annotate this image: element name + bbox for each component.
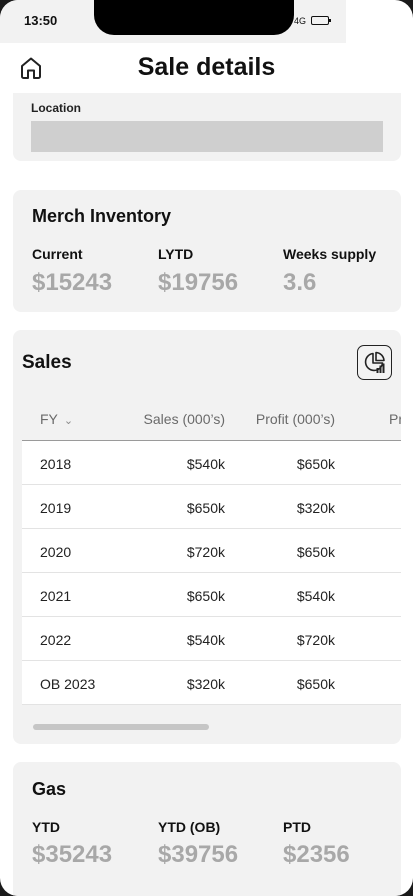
profit-cell: $540k (296, 588, 335, 604)
sales-cell: $540k (186, 632, 225, 648)
home-icon[interactable] (18, 55, 44, 81)
table-row: 2019 $650k $320k (22, 485, 401, 529)
page-title: Sale details (137, 53, 276, 81)
fy-cell: 2020 (40, 544, 72, 560)
weeks-supply-value: 3.6 (283, 269, 317, 296)
sales-column-header[interactable]: Sales (000’s) (143, 411, 225, 427)
sales-cell: $320k (186, 676, 225, 692)
sales-cell: $650k (186, 588, 225, 604)
chart-view-button[interactable] (357, 345, 392, 380)
lytd-label: LYTD (158, 246, 194, 262)
ytd-ob-label: YTD (OB) (158, 819, 221, 835)
profit-column-header[interactable]: Profit (000’s) (255, 411, 335, 427)
fy-cell: 2021 (40, 588, 72, 604)
sales-title: Sales (22, 352, 72, 373)
pie-chart-icon (364, 351, 385, 373)
truncated-column-header[interactable]: Pr (389, 411, 401, 427)
ytd-value: $35243 (32, 841, 113, 868)
current-value: $15243 (32, 269, 113, 296)
chevron-down-icon: ⌄ (63, 415, 74, 427)
fy-cell: 2022 (40, 632, 72, 648)
location-label: Location (31, 101, 81, 115)
device-notch (94, 0, 294, 35)
fy-cell: OB 2023 (40, 676, 96, 692)
gas-title: Gas (32, 779, 67, 799)
table-header: FY ⌄ Sales (000’s) Profit (000’s) Pr (22, 397, 401, 441)
profit-cell: $650k (296, 456, 335, 472)
status-time: 13:50 (24, 13, 58, 28)
lytd-value: $19756 (158, 269, 239, 296)
network-indicator: 4G (294, 16, 307, 26)
ytd-ob-value: $39756 (158, 841, 239, 868)
table-row: 2020 $720k $650k (22, 529, 401, 573)
fy-cell: 2019 (40, 500, 72, 516)
table-row: 2018 $540k $650k (22, 441, 401, 485)
sales-cell: $650k (186, 500, 225, 516)
profit-cell: $650k (296, 544, 335, 560)
table-row: 2022 $540k $720k (22, 617, 401, 661)
ptd-label: PTD (283, 819, 311, 835)
profit-cell: $650k (296, 676, 335, 692)
profit-cell: $320k (296, 500, 335, 516)
table-horizontal-scrollbar[interactable] (33, 724, 209, 730)
weeks-supply-label: Weeks supply (283, 246, 377, 262)
sales-cell: $540k (186, 456, 225, 472)
merch-inventory-card: Merch Inventory Current $15243 LYTD $197… (13, 190, 401, 312)
sales-cell: $720k (186, 544, 225, 560)
table-row: 2021 $650k $540k (22, 573, 401, 617)
location-card: Location (13, 93, 401, 161)
table-row: OB 2023 $320k $650k (22, 661, 401, 705)
sales-table[interactable]: FY ⌄ Sales (000’s) Profit (000’s) Pr 2018… (22, 397, 401, 705)
current-label: Current (32, 246, 83, 262)
page-header: Sale details (0, 43, 413, 93)
fy-column-header[interactable]: FY ⌄ (40, 411, 74, 427)
location-value-placeholder[interactable] (31, 121, 383, 152)
ytd-label: YTD (32, 819, 60, 835)
profit-cell: $720k (296, 632, 335, 648)
gas-card: Gas YTD $35243 YTD (OB) $39756 PTD $2356 (13, 762, 401, 896)
fy-cell: 2018 (40, 456, 72, 472)
ptd-value: $2356 (283, 841, 350, 868)
merch-inventory-title: Merch Inventory (32, 206, 172, 226)
battery-icon (311, 16, 331, 25)
sales-card: Sales FY ⌄ Sales (000’s) Profit (000’s) P… (13, 330, 401, 744)
